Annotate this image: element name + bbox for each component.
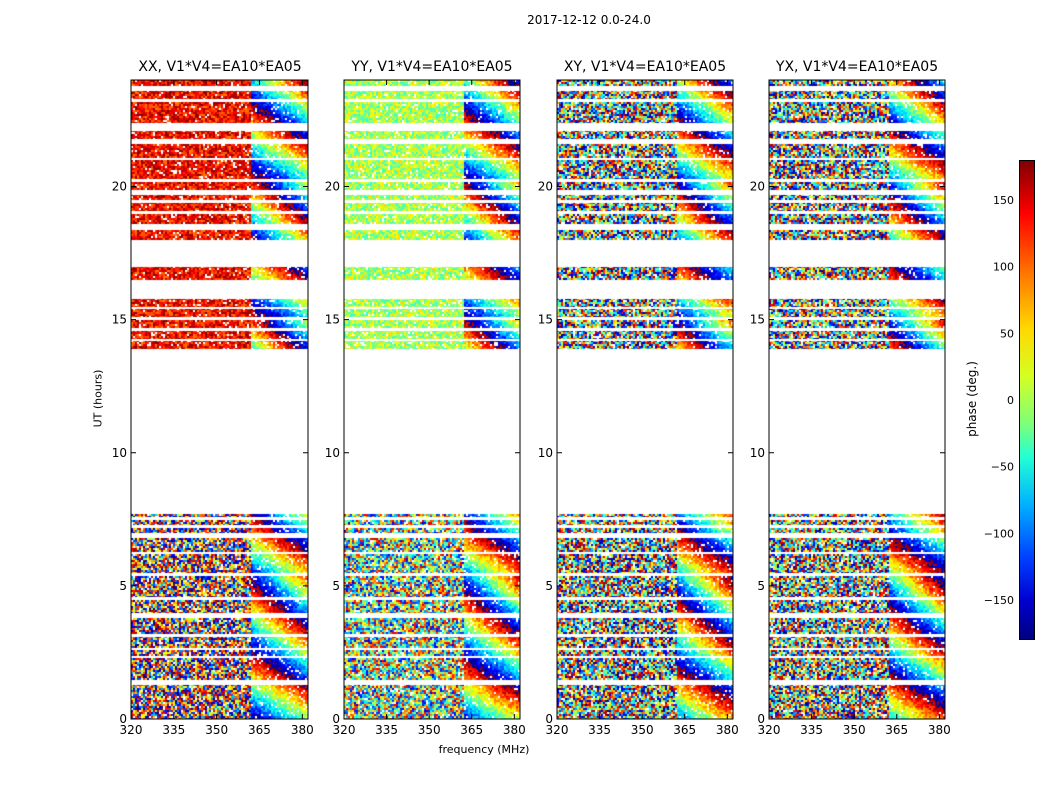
- y-tick-label-xy-4: 20: [538, 180, 553, 194]
- panel-title-xx: XX, V1*V4=EA10*EA05: [138, 59, 302, 75]
- figure-title: 2017-12-12 0.0-24.0: [527, 13, 651, 27]
- y-tick-label-xx-1: 5: [119, 579, 127, 593]
- colorbar-tick-label-5: −100: [984, 527, 1014, 540]
- colorbar-tick-label-6: −150: [984, 594, 1014, 607]
- y-tick-label-xy-0: 0: [545, 712, 553, 726]
- y-axis-label: UT (hours): [91, 369, 105, 428]
- colorbar-tick-label-4: −50: [991, 461, 1014, 474]
- y-tick-label-yy-4: 20: [325, 180, 340, 194]
- x-tick-label-xx-2: 350: [205, 723, 228, 737]
- panel-xy-heatmap: [557, 80, 733, 719]
- x-tick-label-xy-0: 320: [546, 723, 569, 737]
- panel-xx-heatmap: [131, 80, 308, 719]
- y-tick-label-yy-3: 15: [325, 313, 340, 327]
- colorbar-label: phase (deg.): [965, 361, 979, 437]
- colorbar-tick-label-0: 150: [993, 194, 1014, 207]
- y-tick-label-xy-3: 15: [538, 313, 553, 327]
- x-tick-label-xy-1: 335: [588, 723, 611, 737]
- panel-title-yy: YY, V1*V4=EA10*EA05: [351, 59, 513, 75]
- y-tick-label-xy-1: 5: [545, 579, 553, 593]
- x-tick-label-yx-2: 350: [843, 723, 866, 737]
- colorbar: [1019, 160, 1035, 640]
- colorbar-tick-label-2: 50: [1000, 327, 1014, 340]
- y-tick-label-yx-4: 20: [750, 180, 765, 194]
- panel-yy-heatmap: [344, 80, 520, 719]
- x-tick-label-yx-3: 365: [885, 723, 908, 737]
- y-tick-label-yx-3: 15: [750, 313, 765, 327]
- y-tick-label-yx-0: 0: [757, 712, 765, 726]
- y-tick-label-xx-2: 10: [112, 446, 127, 460]
- y-tick-label-yy-2: 10: [325, 446, 340, 460]
- y-tick-label-yx-1: 5: [757, 579, 765, 593]
- x-tick-label-xy-2: 350: [631, 723, 654, 737]
- y-tick-label-yy-0: 0: [332, 712, 340, 726]
- x-tick-label-xx-1: 335: [162, 723, 185, 737]
- panel-frame-yy: [343, 79, 521, 720]
- y-tick-label-xx-3: 15: [112, 313, 127, 327]
- x-tick-label-xy-4: 380: [716, 723, 739, 737]
- x-tick-label-xx-0: 320: [120, 723, 143, 737]
- panel-yx-heatmap: [769, 80, 945, 719]
- x-tick-label-yy-2: 350: [418, 723, 441, 737]
- x-tick-label-yy-0: 320: [333, 723, 356, 737]
- panel-title-yx: YX, V1*V4=EA10*EA05: [775, 59, 939, 75]
- colorbar-tick-label-3: 0: [1007, 394, 1014, 407]
- x-tick-label-yy-1: 335: [375, 723, 398, 737]
- y-tick-label-xx-4: 20: [112, 180, 127, 194]
- panel-frame-yx: [768, 79, 946, 720]
- panel-frame-xx: [130, 79, 309, 720]
- x-tick-label-yy-3: 365: [460, 723, 483, 737]
- x-tick-label-xx-4: 380: [291, 723, 314, 737]
- x-tick-label-yx-4: 380: [928, 723, 951, 737]
- x-tick-label-yx-1: 335: [800, 723, 823, 737]
- x-tick-label-yy-4: 380: [503, 723, 526, 737]
- x-tick-label-yx-0: 320: [758, 723, 781, 737]
- x-axis-label: frequency (MHz): [438, 743, 530, 756]
- y-tick-label-yy-1: 5: [332, 579, 340, 593]
- panel-frame-xy: [556, 79, 734, 720]
- x-tick-label-xy-3: 365: [673, 723, 696, 737]
- colorbar-tick-label-1: 100: [993, 261, 1014, 274]
- y-tick-label-xx-0: 0: [119, 712, 127, 726]
- y-tick-label-xy-2: 10: [538, 446, 553, 460]
- y-tick-label-yx-2: 10: [750, 446, 765, 460]
- x-tick-label-xx-3: 365: [248, 723, 271, 737]
- panel-title-xy: XY, V1*V4=EA10*EA05: [563, 59, 727, 75]
